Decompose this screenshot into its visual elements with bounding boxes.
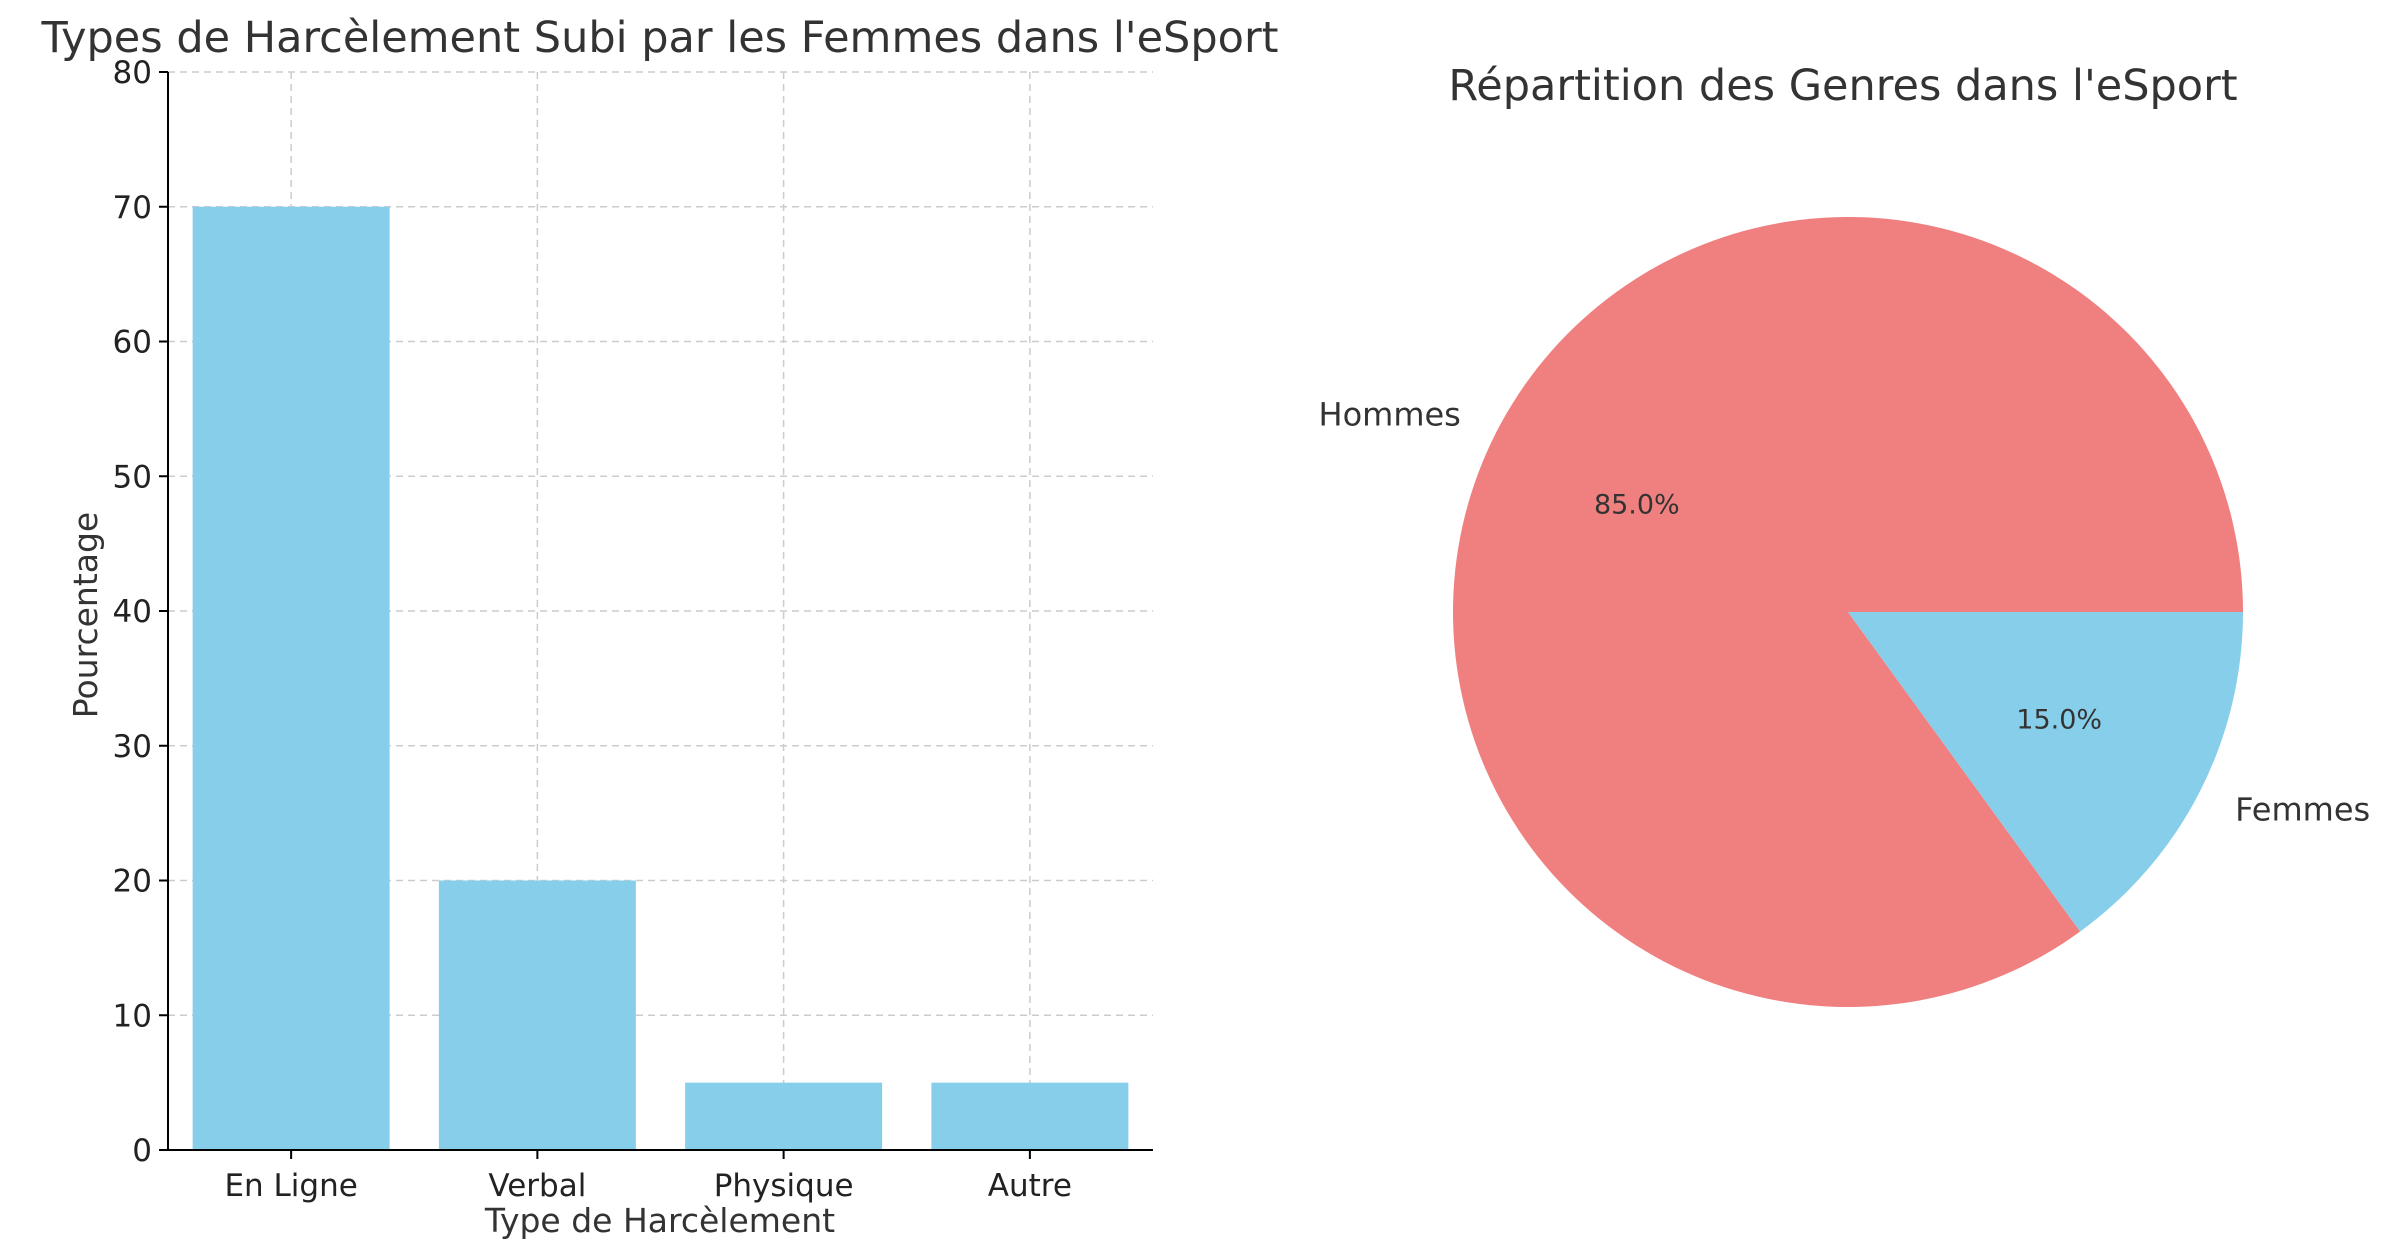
x-tick-label: Physique	[714, 1168, 854, 1204]
y-tick-label: 40	[113, 594, 152, 630]
bar	[438, 880, 636, 1150]
pie-chart-title: Répartition des Genres dans l'eSport	[1448, 61, 2237, 111]
pie-category-label: Femmes	[2235, 790, 2370, 828]
bar-chart-title: Types de Harcèlement Subi par les Femmes…	[41, 13, 1279, 63]
x-axis-ticks: En Ligne Verbal Physique Autre	[224, 1150, 1072, 1204]
y-tick-label: 80	[113, 55, 152, 91]
pie-slice	[1453, 217, 2243, 1008]
y-tick-label: 10	[113, 998, 152, 1034]
pie-slice	[1848, 612, 2243, 932]
y-tick-label: 30	[113, 729, 152, 765]
pie-category-label: Hommes	[1319, 396, 1461, 434]
pie-slices	[1453, 217, 2243, 1008]
x-tick-label: En Ligne	[224, 1168, 357, 1204]
bar-chart: Types de Harcèlement Subi par les Femmes…	[41, 13, 1279, 1240]
y-axis-label: Pourcentage	[66, 512, 105, 718]
pie-percent-label: 15.0%	[2016, 705, 2102, 736]
bar-series	[192, 206, 1129, 1150]
pie-chart: Répartition des Genres dans l'eSport 85.…	[1319, 61, 2371, 1008]
bar	[931, 1082, 1129, 1150]
y-tick-label: 50	[113, 459, 152, 495]
y-axis-ticks: 0 10 20 30 40 50 60 70 80	[113, 55, 168, 1169]
y-tick-label: 70	[113, 190, 152, 226]
pie-percent-label: 85.0%	[1594, 489, 1680, 520]
y-tick-label: 20	[113, 864, 152, 900]
pie-labels: 85.0% Hommes 15.0% Femmes	[1319, 396, 2371, 829]
y-tick-label: 60	[113, 325, 152, 361]
bar	[685, 1082, 883, 1150]
x-tick-label: Verbal	[488, 1168, 586, 1204]
bar	[192, 206, 390, 1150]
x-tick-label: Autre	[988, 1168, 1072, 1204]
bar-grid	[168, 71, 1153, 1151]
y-tick-label: 0	[132, 1133, 152, 1169]
x-axis-label: Type de Harcèlement	[484, 1201, 835, 1240]
